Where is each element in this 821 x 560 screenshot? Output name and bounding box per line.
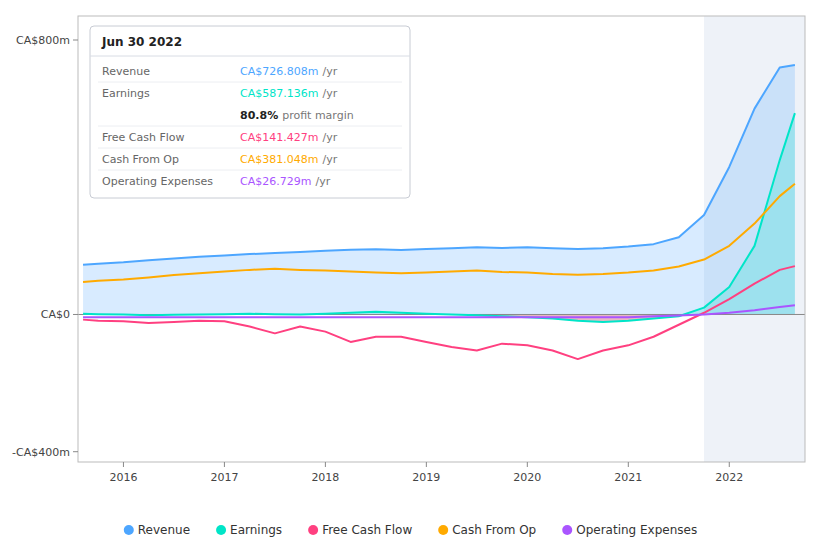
x-tick: [123, 462, 124, 467]
legend-label: Free Cash Flow: [322, 523, 412, 537]
legend-swatch: [308, 525, 318, 535]
x-tick: [527, 462, 528, 467]
legend-swatch: [438, 525, 448, 535]
legend: Revenue Earnings Free Cash Flow Cash From O…: [124, 523, 697, 537]
x-tick-label: 2016: [109, 471, 137, 484]
tooltip-value: 80.8%: [240, 109, 278, 122]
tooltip-unit: /yr: [322, 87, 337, 100]
legend-label: Cash From Op: [452, 523, 536, 537]
tooltip-value: CA$381.048m: [240, 153, 318, 166]
tooltip-unit: /yr: [315, 175, 330, 188]
y-tick: [73, 451, 78, 452]
tooltip-value: CA$587.136m: [240, 87, 318, 100]
y-tick: [73, 40, 78, 41]
legend-label: Revenue: [138, 523, 190, 537]
legend-swatch: [562, 525, 572, 535]
tooltip-label: Revenue: [102, 65, 150, 78]
x-tick: [628, 462, 629, 467]
y-tick-label: -CA$400m: [12, 446, 70, 459]
tooltip-row-divider: [98, 170, 402, 171]
chart: 2016 2017 2018 2019 2020 2021 2022 -CA$400m CA$0…: [0, 0, 821, 560]
tooltip-row-divider: [98, 148, 402, 149]
tooltip-value: CA$141.427m: [240, 131, 318, 144]
x-tick-label: 2022: [715, 471, 743, 484]
tooltip-unit: /yr: [322, 153, 337, 166]
x-tick-label: 2020: [513, 471, 541, 484]
tooltip-label: Earnings: [102, 87, 150, 100]
legend-swatch: [216, 525, 226, 535]
series-line: [83, 305, 795, 317]
tooltip-row-divider: [98, 126, 402, 127]
tooltip-box: [90, 26, 410, 198]
y-tick-label: CA$800m: [16, 34, 70, 47]
y-tick-label: CA$0: [41, 308, 70, 321]
tooltip-value: CA$26.729m: [240, 175, 311, 188]
tooltip-unit: /yr: [322, 131, 337, 144]
tooltip-unit: profit margin: [282, 109, 354, 122]
plot-area: [78, 16, 805, 462]
x-tick: [729, 462, 730, 467]
plot-frame: [78, 16, 805, 462]
tooltip-label: Operating Expenses: [102, 175, 213, 188]
x-tick: [325, 462, 326, 467]
x-tick: [426, 462, 427, 467]
legend-label: Operating Expenses: [576, 523, 697, 537]
y-tick: [73, 314, 78, 315]
tooltip-title: Jun 30 2022: [101, 35, 182, 49]
legend-swatch: [124, 525, 134, 535]
tooltip-value: CA$726.808m: [240, 65, 318, 78]
legend-label: Earnings: [230, 523, 282, 537]
tooltip-label: Free Cash Flow: [102, 131, 185, 144]
tooltip-row-divider: [98, 82, 402, 83]
tooltip-divider: [90, 56, 410, 57]
x-tick-label: 2017: [210, 471, 238, 484]
tooltip-label: Cash From Op: [102, 153, 179, 166]
plot-background: [78, 16, 805, 462]
x-tick-label: 2019: [412, 471, 440, 484]
series-line: [83, 266, 795, 359]
tooltip: Jun 30 2022 Revenue CA$726.808m/yr Earnings…: [90, 26, 410, 198]
x-tick: [224, 462, 225, 467]
x-tick-label: 2021: [614, 471, 642, 484]
tooltip-unit: /yr: [322, 65, 337, 78]
x-tick-label: 2018: [311, 471, 339, 484]
